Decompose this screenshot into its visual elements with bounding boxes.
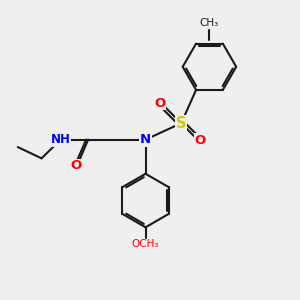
Text: NH: NH [51,133,71,146]
Text: O: O [70,159,81,172]
Text: CH₃: CH₃ [200,18,219,28]
Text: O: O [154,97,165,110]
Text: OCH₃: OCH₃ [132,239,159,249]
Text: S: S [176,116,187,131]
Text: O: O [194,134,206,147]
Text: N: N [140,133,151,146]
